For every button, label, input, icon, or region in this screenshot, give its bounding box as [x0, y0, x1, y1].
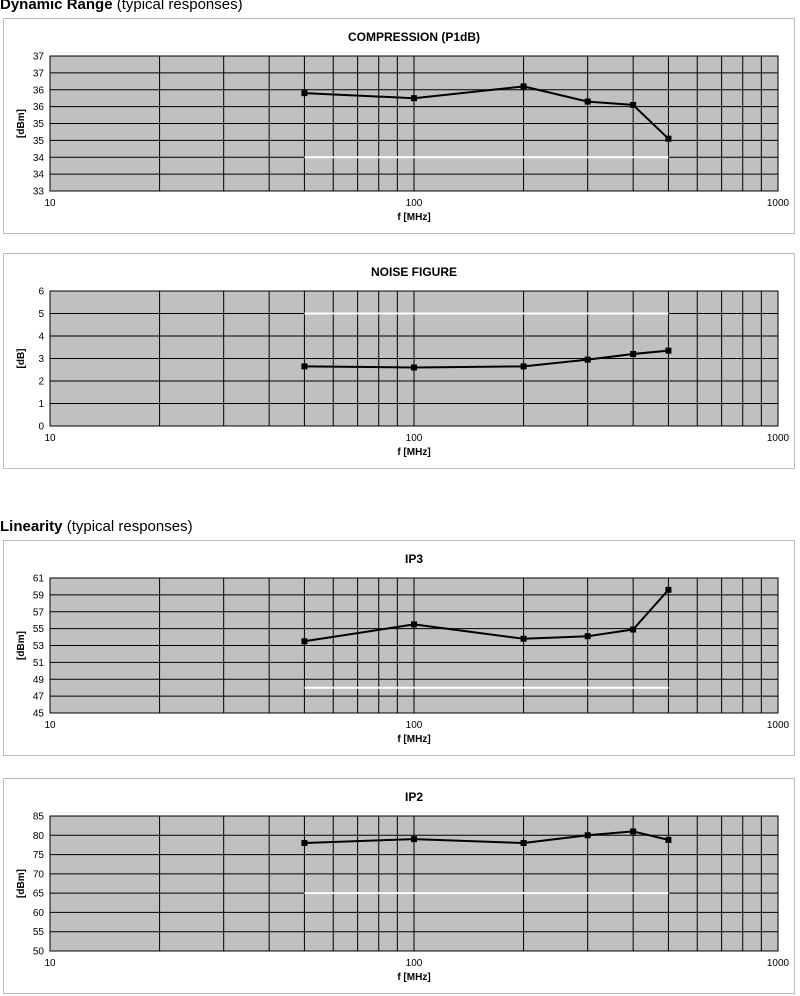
ip3-x-axis-label: f [MHz] [397, 734, 430, 745]
noise-figure-series-0-point [411, 364, 417, 371]
ip3-y-axis-label: [dBm] [16, 631, 27, 660]
ip3-series-0-point [520, 635, 527, 642]
ip2-series-0-line [304, 830, 669, 844]
dynamic-range-heading-bold: Dynamic Range [0, 0, 113, 13]
noise-figure-y-tick-label: 5 [38, 309, 44, 320]
ip3-x-tick-label: 1000 [767, 720, 790, 731]
ip3-chart-panel: IP3 45 47 49 51 53 55 57 59 61 10 100 1000 f [MHz] [dB… [3, 540, 795, 756]
ip2-series-0-point [520, 840, 527, 846]
ip3-y-tick-label: 57 [33, 607, 45, 618]
compression-chart: COMPRESSION (P1dB) 33 34 34 35 35 36 36 37 37 10 10… [16, 30, 790, 223]
noise-figure-title: NOISE FIGURE [371, 265, 457, 279]
compression-p1db-series-0-point [411, 95, 417, 102]
compression-p1db-series-0-point [630, 101, 637, 108]
compression-p1db-series-0-line [304, 85, 670, 140]
compression-p1db-series-0-point [520, 83, 527, 90]
ip3-x-tick-label: 100 [406, 720, 423, 731]
ip2-chart: IP2 50 55 60 65 70 75 80 85 10 100 1000 f [MHz] [dBm] [16, 790, 790, 983]
ip3-y-tick-label: 51 [33, 658, 45, 669]
noise-figure-chart: NOISE FIGURE 0 1 2 3 4 5 6 10 100 1000 f [MHz] [dB] [16, 265, 790, 458]
dynamic-range-heading: Dynamic Range (typical responses) [0, 0, 243, 13]
ip2-y-tick-label: 75 [33, 850, 45, 861]
ip2-y-tick-label: 50 [33, 947, 45, 958]
noise-figure-y-tick-label: 0 [38, 422, 44, 433]
compression-p1db-y-tick-label: 34 [33, 153, 45, 164]
compression-p1db-y-tick-label: 33 [33, 187, 45, 198]
ip2-y-tick-label: 80 [33, 831, 45, 842]
compression-p1db-y-tick-label: 36 [33, 102, 45, 113]
compression-p1db-y-tick-label: 35 [33, 119, 45, 130]
ip2-chart-panel: IP2 50 55 60 65 70 75 80 85 10 100 1000 f [MHz] [dBm] [3, 778, 795, 994]
ip3-x-tick-label: 10 [44, 720, 56, 731]
ip3-y-tick-label: 55 [33, 624, 45, 635]
ip3-title: IP3 [405, 552, 423, 566]
noise-figure-y-tick-label: 2 [38, 377, 44, 388]
ip3-series-0-line [304, 589, 670, 643]
ip2-series-0-point [584, 832, 591, 839]
noise-figure-series-0-point [665, 347, 672, 354]
compression-p1db-y-tick-label: 35 [33, 136, 45, 147]
compression-chart-panel: COMPRESSION (P1dB) 33 34 34 35 35 36 36 37 37 10 10… [3, 18, 795, 234]
linearity-heading-rest: (typical responses) [62, 518, 193, 535]
ip2-y-tick-label: 60 [33, 908, 45, 919]
ip2-y-tick-label: 55 [33, 927, 45, 938]
ip3-series-0-point [630, 626, 637, 633]
ip2-series-0-point [630, 828, 637, 835]
ip2-series-0-point [411, 836, 417, 843]
ip2-title: IP2 [405, 790, 423, 804]
ip3-series-0-point [411, 621, 417, 628]
ip3-series-0-point [301, 638, 308, 645]
ip2-series-0-point [301, 840, 308, 846]
ip2-y-tick-label: 65 [33, 889, 45, 900]
ip2-series-0-point [665, 836, 672, 843]
linearity-heading-bold: Linearity [0, 518, 63, 535]
noise-figure-chart-panel: NOISE FIGURE 0 1 2 3 4 5 6 10 100 1000 f [MHz] [dB] [3, 253, 795, 469]
noise-figure-y-tick-label: 3 [38, 354, 44, 365]
compression-p1db-x-axis-label: f [MHz] [397, 212, 430, 223]
noise-figure-x-tick-label: 100 [406, 433, 423, 444]
compression-p1db-y-tick-label: 36 [33, 85, 45, 96]
ip3-y-tick-label: 53 [33, 641, 45, 652]
compression-p1db-y-tick-label: 34 [33, 170, 45, 181]
compression-p1db-y-axis-label: [dBm] [16, 109, 27, 138]
noise-figure-y-axis-label: [dB] [16, 349, 27, 369]
noise-figure-y-tick-label: 1 [38, 399, 44, 410]
ip2-x-tick-label: 10 [44, 958, 56, 969]
ip2-x-axis-label: f [MHz] [397, 972, 430, 983]
ip3-y-tick-label: 49 [33, 675, 45, 686]
ip3-y-tick-label: 59 [33, 590, 45, 601]
ip3-series-0-point [665, 586, 672, 593]
compression-p1db-y-tick-label: 37 [33, 68, 45, 79]
compression-p1db-series-0-point [584, 98, 591, 105]
noise-figure-y-tick-label: 6 [38, 287, 44, 298]
noise-figure-y-tick-label: 4 [38, 332, 44, 343]
noise-figure-x-tick-label: 1000 [767, 433, 790, 444]
ip3-y-tick-label: 61 [33, 574, 45, 585]
compression-p1db-y-tick-label: 37 [33, 52, 45, 63]
ip3-y-tick-label: 47 [33, 692, 45, 703]
compression-p1db-series-0-point [301, 90, 308, 97]
noise-figure-series-0-point [520, 363, 527, 370]
ip2-y-axis-label: [dBm] [16, 869, 27, 898]
noise-figure-series-0-point [630, 351, 637, 357]
compression-p1db-x-tick-label: 10 [44, 198, 56, 209]
linearity-heading: Linearity (typical responses) [0, 518, 193, 535]
ip2-y-tick-label: 85 [33, 812, 45, 823]
noise-figure-x-tick-label: 10 [44, 433, 56, 444]
noise-figure-series-0-point [584, 356, 591, 363]
ip3-y-tick-label: 45 [33, 709, 45, 720]
dynamic-range-heading-rest: (typical responses) [112, 0, 243, 13]
compression-p1db-series-0-point [665, 135, 672, 142]
ip2-x-tick-label: 100 [406, 958, 423, 969]
noise-figure-x-axis-label: f [MHz] [397, 447, 430, 458]
ip3-series-0-point [584, 633, 591, 640]
compression-p1db-x-tick-label: 1000 [767, 198, 790, 209]
compression-p1db-x-tick-label: 100 [406, 198, 423, 209]
noise-figure-series-0-line [304, 349, 669, 369]
ip3-chart: IP3 45 47 49 51 53 55 57 59 61 10 100 1000 f [MHz] [dB… [16, 552, 790, 745]
compression-p1db-title: COMPRESSION (P1dB) [348, 30, 480, 44]
ip2-x-tick-label: 1000 [767, 958, 790, 969]
noise-figure-series-0-point [301, 363, 308, 370]
ip2-y-tick-label: 70 [33, 869, 45, 880]
